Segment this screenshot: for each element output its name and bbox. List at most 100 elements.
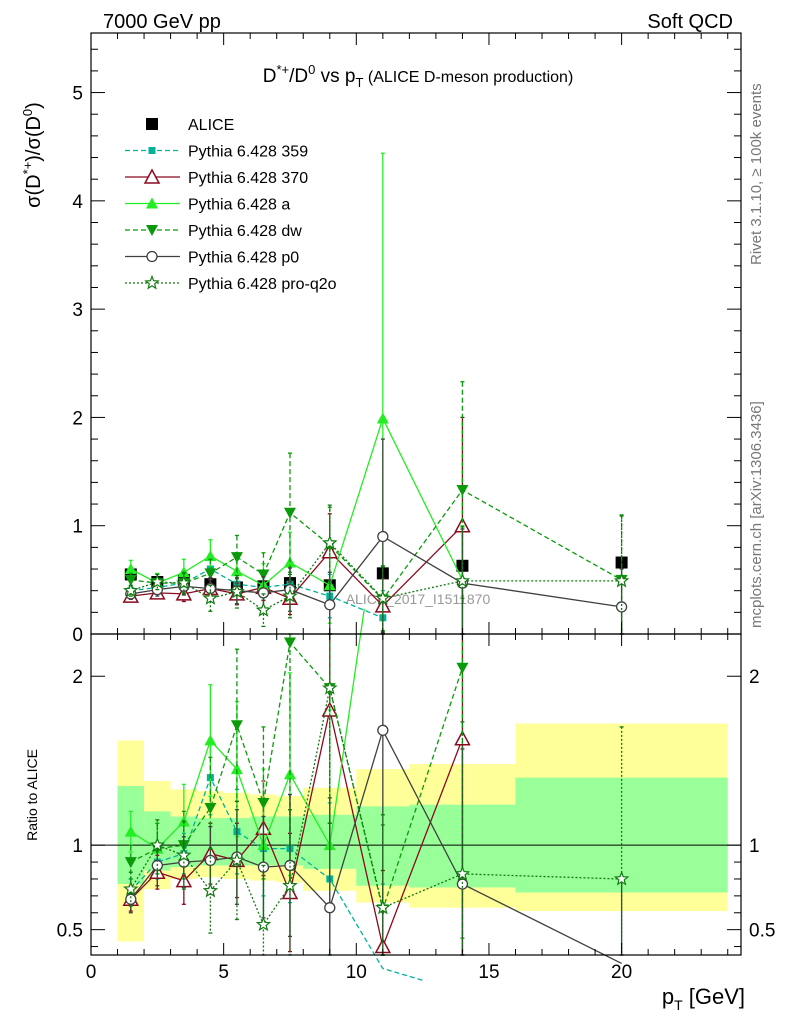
main-point-proq2o (255, 602, 272, 617)
main-y-tick-label: 4 (72, 192, 83, 213)
legend-marker-p0 (146, 250, 158, 263)
ratio-y-tick-label-left: 1 (72, 836, 83, 857)
main-point-proq2o (149, 573, 166, 589)
ratio-point-proq2o (322, 679, 338, 695)
legend-item-p370: Pythia 6.428 370 (125, 168, 308, 187)
ratio-y-tick-label-left: 0.5 (57, 921, 83, 942)
main-point-p0 (257, 587, 270, 599)
ratio-point-proq2o (255, 916, 272, 932)
main-point-proq2o (229, 583, 245, 599)
legend-item-proq2o: Pythia 6.428 pro-q2o (125, 274, 337, 293)
main-point-dw (257, 569, 270, 581)
legend-label-alice: ALICE (188, 117, 234, 134)
ratio-y-tick-label-right: 0.5 (749, 921, 775, 942)
legend-label-p370: Pythia 6.428 370 (188, 170, 308, 187)
main-line-p370 (130, 525, 463, 607)
main-point-dw (124, 574, 137, 586)
legend: ALICE Pythia 6.428 359 Pythia 6.428 370 Pyt… (125, 117, 337, 293)
ratio-point-dw (204, 803, 217, 815)
ratio-point-proq2o (229, 852, 245, 867)
ratio-y-tick-label-right: 1 (749, 836, 760, 857)
ratio-y-tick-label-right: 2 (749, 667, 760, 688)
legend-label-proq2o: Pythia 6.428 pro-q2o (188, 276, 337, 293)
ratio-y-tick-label-left: 2 (72, 667, 83, 688)
ratio-y-axis-label: Ratio to ALICE (24, 749, 40, 841)
legend-marker-dw (146, 225, 158, 236)
ratio-point-p0 (377, 724, 389, 736)
main-point-p0 (615, 601, 628, 613)
legend-label-p0: Pythia 6.428 p0 (188, 250, 299, 267)
main-point-a (204, 550, 217, 562)
axes-group: 0 5 10 15 20 0 1 2 3 4 5 0.5 0.5 1 1 2 2 (57, 32, 775, 983)
legend-item-dw: Pythia 6.428 dw (125, 223, 302, 240)
main-y-tick-label: 3 (72, 300, 83, 321)
main-y-tick-label: 0 (72, 625, 83, 646)
ratio-point-a (204, 734, 217, 746)
main-point-proq2o (202, 590, 219, 605)
main-y-axis-label: σ(D*+)/σ(D0) (20, 102, 45, 208)
legend-item-a: Pythia 6.428 a (125, 197, 290, 214)
main-y-tick-label: 5 (72, 84, 83, 105)
x-tick-label: 5 (218, 962, 229, 983)
ratio-point-proq2o (282, 877, 298, 893)
legend-marker-a (146, 197, 158, 209)
legend-marker-p359 (148, 147, 156, 154)
ratio-line-p370 (130, 709, 464, 949)
ratio-series-proq2o (123, 633, 630, 956)
x-tick-label: 20 (611, 962, 632, 983)
main-y-tick-label: 1 (72, 517, 83, 538)
main-point-proq2o (375, 590, 391, 605)
analysis-watermark: ALICE_2017_I1511870 (346, 591, 491, 607)
header-right: Soft QCD (647, 11, 733, 33)
main-point-a (376, 412, 389, 424)
ratio-point-dw (456, 662, 469, 674)
legend-label-p359: Pythia 6.428 359 (188, 144, 308, 161)
main-point-alice (615, 556, 628, 569)
x-tick-label: 10 (346, 962, 367, 983)
ratio-plot-frame (90, 633, 742, 956)
legend-item-p359: Pythia 6.428 359 (125, 144, 308, 161)
ratio-point-proq2o (149, 837, 166, 852)
header-left: 7000 GeV pp (103, 11, 221, 33)
main-point-p0 (377, 530, 389, 543)
main-point-proq2o (454, 572, 471, 588)
ratio-point-a (230, 763, 243, 775)
main-point-dw (230, 552, 243, 564)
ratio-point-dw (283, 637, 296, 649)
ratio-point-proq2o (613, 870, 630, 886)
main-point-p0 (324, 599, 336, 611)
main-point-proq2o (123, 582, 139, 598)
ratio-point-dw (230, 720, 243, 732)
ratio-point-proq2o (176, 847, 192, 862)
ratio-point-proq2o (454, 865, 471, 881)
main-point-proq2o (176, 574, 192, 590)
main-point-proq2o (322, 534, 338, 550)
legend-marker-proq2o (144, 274, 160, 290)
rivet-version-label: Rivet 3.1.10, ≥ 100k events (748, 83, 765, 265)
legend-item-alice: ALICE (146, 117, 234, 134)
main-point-proq2o (613, 572, 630, 588)
ratio-uncertainty-bands (91, 723, 741, 942)
ratio-point-dw (257, 797, 270, 809)
ratio-point-proq2o (375, 899, 391, 915)
main-point-proq2o (282, 587, 298, 603)
main-y-tick-label: 2 (72, 408, 83, 429)
ratio-point-proq2o (123, 880, 139, 896)
legend-marker-p370 (143, 168, 161, 184)
chart-title: D*+/D0 vs pT (ALICE D-meson production) (263, 62, 574, 90)
legend-marker-alice (146, 118, 158, 130)
main-point-a (124, 563, 137, 575)
x-tick-label: 0 (86, 962, 97, 983)
x-axis-label: pT [GeV] (662, 984, 745, 1013)
main-line-a (130, 416, 463, 587)
legend-label-dw: Pythia 6.428 dw (188, 223, 302, 240)
main-point-dw (204, 568, 217, 580)
main-series-proq2o (123, 504, 630, 635)
ratio-point-proq2o (202, 882, 219, 898)
ratio-series-group (122, 608, 630, 981)
x-tick-label: 15 (478, 962, 499, 983)
mcplots-label: mcplots.cern.ch [arXiv:1306.3436] (748, 401, 765, 628)
ratio-point-a (124, 825, 137, 837)
main-point-dw (456, 484, 469, 496)
